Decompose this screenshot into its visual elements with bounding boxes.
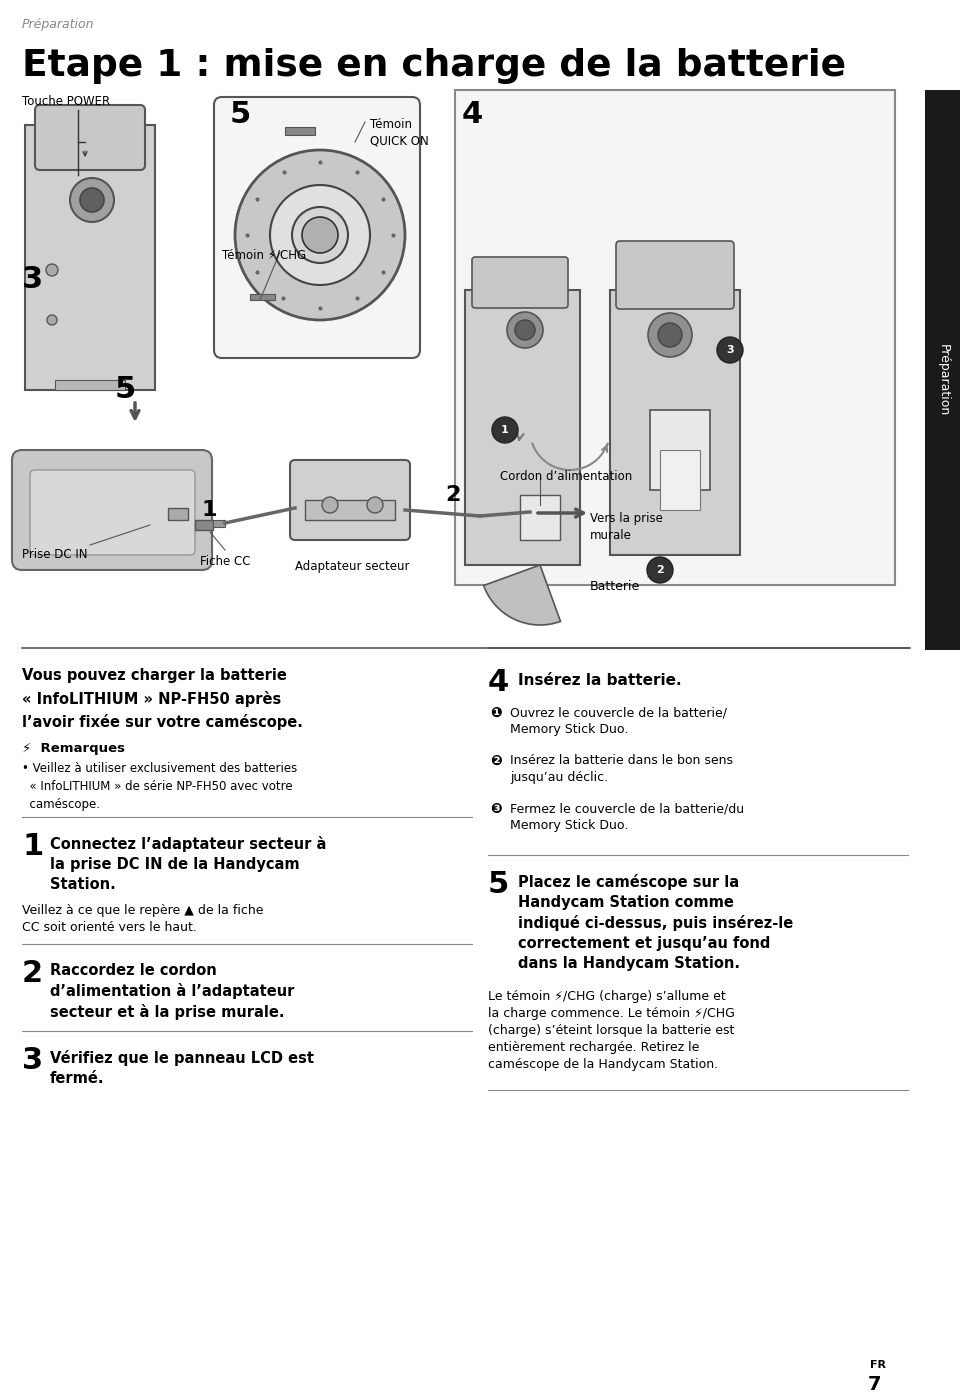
FancyBboxPatch shape [214, 97, 420, 358]
Text: 5: 5 [230, 99, 252, 129]
Circle shape [507, 312, 543, 348]
Text: 3: 3 [22, 1046, 43, 1074]
Text: Préparation: Préparation [937, 344, 949, 416]
Text: ❸: ❸ [490, 802, 502, 816]
Text: 1: 1 [22, 832, 43, 860]
Bar [305, 499, 395, 520]
FancyBboxPatch shape [12, 450, 212, 569]
Bar [195, 520, 213, 530]
Text: ❶: ❶ [490, 706, 502, 720]
Text: Prise DC IN: Prise DC IN [22, 548, 87, 561]
Text: 3: 3 [22, 264, 43, 294]
Bar [250, 294, 275, 299]
Circle shape [322, 497, 338, 513]
Circle shape [717, 337, 743, 362]
Circle shape [47, 315, 57, 325]
FancyBboxPatch shape [290, 460, 410, 540]
Text: Adaptateur secteur: Adaptateur secteur [295, 560, 410, 574]
Bar [465, 290, 580, 565]
Text: Vers la prise
murale: Vers la prise murale [590, 512, 662, 541]
Bar [925, 90, 960, 651]
Text: ❷: ❷ [490, 754, 502, 768]
Text: Fermez le couvercle de la batterie/du
Memory Stick Duo.: Fermez le couvercle de la batterie/du Me… [510, 802, 744, 831]
Text: • Veillez à utiliser exclusivement des batteries
  « InfoLITHIUM » de série NP-F: • Veillez à utiliser exclusivement des b… [22, 762, 298, 811]
Text: 2: 2 [445, 485, 461, 505]
Text: Etape 1 : mise en charge de la batterie: Etape 1 : mise en charge de la batterie [22, 48, 846, 84]
Bar [55, 381, 125, 390]
Bar [660, 450, 700, 511]
Circle shape [648, 313, 692, 357]
Text: Vérifiez que le panneau LCD est
fermé.: Vérifiez que le panneau LCD est fermé. [50, 1051, 314, 1086]
Text: Batterie: Batterie [590, 581, 640, 593]
Text: Veillez à ce que le repère ▲ de la fiche
CC soit orienté vers le haut.: Veillez à ce que le repère ▲ de la fiche… [22, 904, 263, 935]
Circle shape [235, 150, 405, 320]
Text: ⚡  Remarques: ⚡ Remarques [22, 741, 125, 755]
Text: 4: 4 [488, 667, 509, 697]
Bar [285, 127, 315, 134]
Circle shape [515, 320, 535, 340]
Text: Le témoin ⚡/CHG (charge) s’allume et
la charge commence. Le témoin ⚡/CHG
(charge: Le témoin ⚡/CHG (charge) s’allume et la … [488, 990, 734, 1072]
Text: Raccordez le cordon
d’alimentation à l’adaptateur
secteur et à la prise murale.: Raccordez le cordon d’alimentation à l’a… [50, 963, 295, 1020]
Bar [168, 508, 188, 520]
Bar [25, 125, 155, 390]
FancyBboxPatch shape [30, 470, 195, 555]
Text: 4: 4 [462, 99, 483, 129]
Circle shape [367, 497, 383, 513]
Text: 2: 2 [656, 565, 664, 575]
Text: 2: 2 [22, 958, 43, 988]
Circle shape [492, 417, 518, 443]
Text: Touche POWER: Touche POWER [22, 95, 110, 108]
Text: Ouvrez le couvercle de la batterie/
Memory Stick Duo.: Ouvrez le couvercle de la batterie/ Memo… [510, 706, 727, 736]
Bar [520, 495, 560, 540]
Circle shape [70, 178, 114, 222]
Circle shape [658, 323, 682, 347]
Bar [610, 290, 740, 555]
Text: Vous pouvez charger la batterie: Vous pouvez charger la batterie [22, 667, 287, 683]
Circle shape [270, 185, 370, 285]
Circle shape [80, 187, 104, 213]
Text: Témoin
QUICK ON: Témoin QUICK ON [370, 118, 429, 148]
Text: Témoin ⚡/CHG: Témoin ⚡/CHG [222, 248, 306, 262]
Text: 1: 1 [501, 425, 509, 435]
Circle shape [302, 217, 338, 253]
Wedge shape [484, 565, 561, 625]
Circle shape [46, 264, 58, 276]
Text: 7: 7 [868, 1375, 881, 1393]
Text: 1: 1 [202, 499, 218, 520]
FancyBboxPatch shape [472, 257, 568, 308]
Bar [650, 410, 710, 490]
Text: 5: 5 [488, 870, 509, 900]
Text: « InfoLITHIUM » NP-FH50 après: « InfoLITHIUM » NP-FH50 après [22, 691, 281, 706]
FancyBboxPatch shape [455, 90, 895, 585]
FancyBboxPatch shape [616, 241, 734, 309]
Text: Connectez l’adaptateur secteur à
la prise DC IN de la Handycam
Station.: Connectez l’adaptateur secteur à la pris… [50, 837, 326, 891]
FancyBboxPatch shape [35, 105, 145, 171]
Circle shape [292, 207, 348, 263]
Circle shape [647, 557, 673, 583]
Text: Cordon d’alimentation: Cordon d’alimentation [500, 470, 633, 483]
Text: l’avoir fixée sur votre caméscope.: l’avoir fixée sur votre caméscope. [22, 713, 302, 730]
Text: Insérez la batterie.: Insérez la batterie. [518, 673, 682, 688]
Text: Insérez la batterie dans le bon sens
jusqu’au déclic.: Insérez la batterie dans le bon sens jus… [510, 754, 733, 783]
Text: 5: 5 [115, 375, 136, 404]
Text: Placez le caméscope sur la
Handycam Station comme
indiqué ci-dessus, puis insére: Placez le caméscope sur la Handycam Stat… [518, 874, 793, 971]
Bar [213, 520, 225, 527]
Text: FR: FR [870, 1360, 886, 1370]
Text: Fiche CC: Fiche CC [200, 555, 251, 568]
Text: 3: 3 [726, 346, 733, 355]
Text: Préparation: Préparation [22, 18, 94, 31]
